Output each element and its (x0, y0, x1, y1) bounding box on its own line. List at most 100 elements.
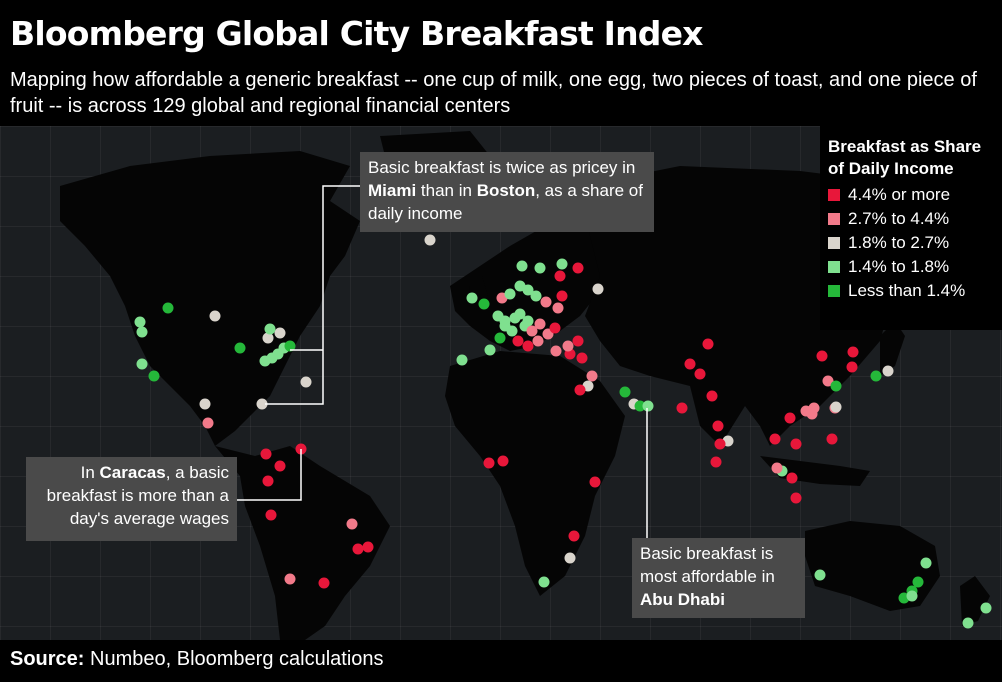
legend-swatch (828, 189, 840, 201)
city-dot (906, 590, 918, 602)
city-dot (619, 386, 631, 398)
chart-subtitle: Mapping how affordable a generic breakfa… (10, 69, 977, 117)
city-dot (136, 358, 148, 370)
callout-city-abudhabi: Abu Dhabi (640, 590, 725, 609)
city-dot (552, 302, 564, 314)
legend-title-line1: Breakfast as Share (828, 137, 982, 156)
city-dot (550, 345, 562, 357)
legend-item: 4.4% or more (820, 183, 1002, 207)
city-dot (424, 234, 436, 246)
city-dot (882, 365, 894, 377)
city-dot (540, 296, 552, 308)
city-dot (784, 412, 796, 424)
city-dot (162, 302, 174, 314)
city-dot (497, 455, 509, 467)
source-text: Numbeo, Bloomberg calculations (84, 648, 384, 670)
city-dot (572, 335, 584, 347)
callout-city-caracas: Caracas (99, 463, 166, 482)
legend-label: 4.4% or more (848, 185, 951, 204)
legend-item: 2.7% to 4.4% (820, 207, 1002, 231)
city-dot (572, 262, 584, 274)
city-dot (526, 325, 538, 337)
city-dot (712, 420, 724, 432)
legend-title: Breakfast as Share of Daily Income (820, 136, 1002, 180)
callout-city-miami: Miami (368, 181, 417, 200)
city-dot (694, 368, 706, 380)
city-dot (538, 576, 550, 588)
city-dot (676, 402, 688, 414)
city-dot (136, 326, 148, 338)
city-dot (576, 352, 588, 364)
legend-item: Less than 1.4% (820, 279, 1002, 303)
city-dot (504, 288, 516, 300)
city-dot (589, 476, 601, 488)
city-dot (574, 384, 586, 396)
legend-swatch (828, 213, 840, 225)
city-dot (826, 433, 838, 445)
legend-item: 1.4% to 1.8% (820, 255, 1002, 279)
city-dot (684, 358, 696, 370)
city-dot (556, 258, 568, 270)
city-dot (714, 438, 726, 450)
city-dot (822, 375, 834, 387)
city-dot (568, 530, 580, 542)
city-dot (456, 354, 468, 366)
city-dot (300, 376, 312, 388)
city-dot (710, 456, 722, 468)
city-dot (830, 380, 842, 392)
city-dot (562, 340, 574, 352)
city-dot (148, 370, 160, 382)
city-dot (771, 462, 783, 474)
city-dot (522, 284, 534, 296)
city-dot (209, 310, 221, 322)
legend-swatch (828, 237, 840, 249)
city-dot (912, 576, 924, 588)
source-note: Source: Numbeo, Bloomberg calculations (10, 648, 384, 671)
city-dot (516, 260, 528, 272)
legend-swatch (828, 261, 840, 273)
city-dot (642, 400, 654, 412)
city-dot (790, 438, 802, 450)
miami-callout: Basic breakfast is twice as pricey in Mi… (360, 152, 654, 232)
city-dot (980, 602, 992, 614)
city-dot (769, 433, 781, 445)
city-dot (962, 617, 974, 629)
city-dot (478, 298, 490, 310)
city-dot (530, 290, 542, 302)
city-dot (318, 577, 330, 589)
city-dot (134, 316, 146, 328)
caracas-leader-line (237, 449, 302, 501)
city-dot (494, 332, 506, 344)
land-north-america (60, 151, 360, 446)
source-label: Source: (10, 648, 85, 670)
city-dot (814, 569, 826, 581)
city-dots (134, 234, 992, 629)
city-dot (592, 283, 604, 295)
land-australia (805, 521, 940, 611)
city-dot (846, 361, 858, 373)
land-south-america (215, 446, 390, 640)
city-dot (522, 340, 534, 352)
abudhabi-callout: Basic breakfast is most affordable in Ab… (632, 538, 805, 618)
city-dot (256, 398, 268, 410)
city-dot (534, 318, 546, 330)
city-dot (265, 509, 277, 521)
city-dot (634, 400, 646, 412)
city-dot (202, 417, 214, 429)
legend-label: Less than 1.4% (848, 281, 966, 300)
city-dot (284, 340, 296, 352)
city-dot (484, 344, 496, 356)
city-dot (532, 335, 544, 347)
city-dot (847, 346, 859, 358)
callout-text: , a basic breakfast is more than a day's… (46, 463, 229, 528)
land-europe (450, 221, 620, 351)
legend-title-line2: of Daily Income (828, 159, 954, 178)
city-dot (556, 290, 568, 302)
legend-swatch (828, 285, 840, 297)
legend: Breakfast as Share of Daily Income 4.4% … (820, 126, 1002, 330)
city-dot (466, 292, 478, 304)
city-dot (790, 492, 802, 504)
legend-label: 1.4% to 1.8% (848, 257, 950, 276)
city-dot (199, 398, 211, 410)
city-dot (549, 322, 561, 334)
